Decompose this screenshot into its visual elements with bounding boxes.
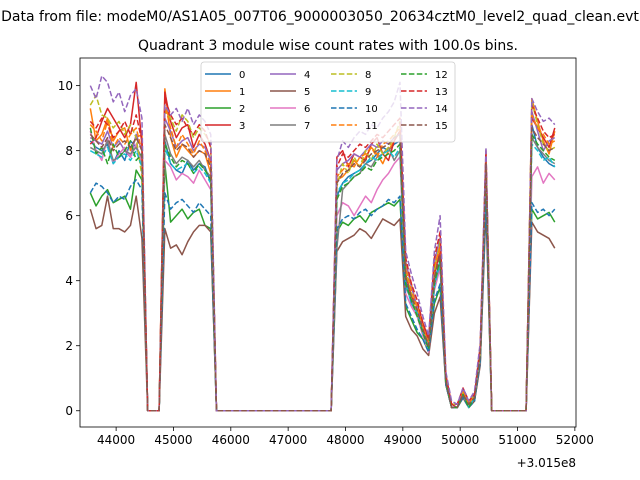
axis-layer: 44000 45000 46000 47000 48000 49000 50000 51000… bbox=[58, 79, 594, 447]
legend-label-6: 6 bbox=[304, 104, 310, 115]
legend-label-11: 11 bbox=[365, 121, 378, 132]
figure-suptitle: Data from file: modeM0/AS1A05_007T06_900… bbox=[1, 9, 639, 25]
legend-label-8: 8 bbox=[365, 70, 371, 81]
series-line-15 bbox=[89, 123, 556, 412]
legend-label-14: 14 bbox=[435, 104, 448, 115]
legend-label-0: 0 bbox=[239, 70, 245, 81]
legend-label-13: 13 bbox=[435, 87, 448, 98]
series-line-14 bbox=[89, 75, 556, 412]
x-tick-label: 47000 bbox=[269, 433, 307, 447]
chart-title: Quadrant 3 module wise count rates with … bbox=[138, 38, 518, 54]
legend-label-10: 10 bbox=[365, 104, 378, 115]
legend-label-3: 3 bbox=[239, 121, 245, 132]
legend-label-12: 12 bbox=[435, 70, 448, 81]
x-tick-label: 49000 bbox=[384, 433, 422, 447]
series-layer bbox=[89, 75, 556, 412]
y-tick-label: 10 bbox=[58, 79, 73, 93]
y-tick-label: 8 bbox=[65, 144, 73, 158]
x-tick-label: 44000 bbox=[97, 433, 135, 447]
legend-frame bbox=[200, 61, 456, 143]
legend-label-9: 9 bbox=[365, 87, 371, 98]
y-tick-label: 0 bbox=[65, 404, 73, 418]
plot-frame bbox=[79, 57, 577, 428]
x-offset-label: +3.015e8 bbox=[517, 456, 576, 470]
legend-label-7: 7 bbox=[304, 121, 310, 132]
x-tick-label: 52000 bbox=[556, 433, 594, 447]
x-tick-label: 46000 bbox=[212, 433, 250, 447]
x-tick-label: 50000 bbox=[441, 433, 479, 447]
x-tick-label: 48000 bbox=[326, 433, 364, 447]
legend-label-5: 5 bbox=[304, 87, 310, 98]
legend-label-15: 15 bbox=[435, 121, 448, 132]
y-tick-label: 2 bbox=[65, 339, 73, 353]
x-tick-label: 51000 bbox=[498, 433, 536, 447]
y-tick-label: 4 bbox=[65, 274, 73, 288]
legend-label-2: 2 bbox=[239, 104, 245, 115]
y-tick-label: 6 bbox=[65, 209, 73, 223]
x-tick-label: 45000 bbox=[154, 433, 192, 447]
legend-label-4: 4 bbox=[304, 70, 310, 81]
legend-label-1: 1 bbox=[239, 87, 245, 98]
